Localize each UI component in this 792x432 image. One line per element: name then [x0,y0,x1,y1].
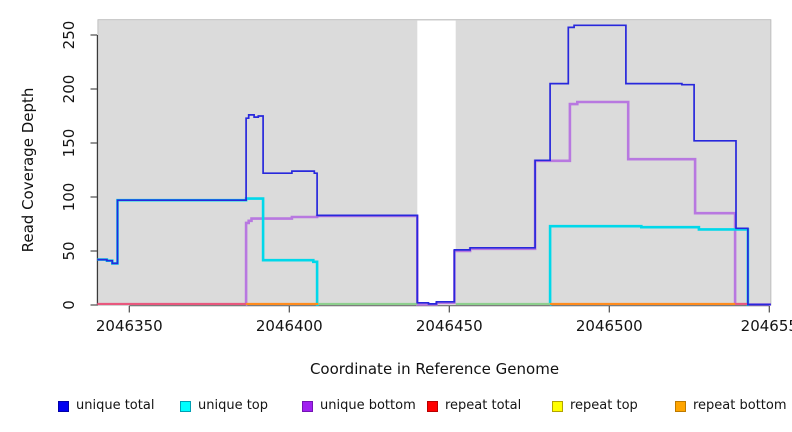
legend-swatch-icon [302,401,313,412]
legend-swatch-icon [58,401,69,412]
x-tick-label: 2046450 [415,317,483,335]
y-tick-label: 150 [60,128,78,158]
series-line-unique-total [97,24,771,306]
legend-swatch-icon [427,401,438,412]
legend-label: repeat bottom [693,398,787,413]
legend-label: repeat total [445,398,522,413]
y-tick-label: 50 [60,241,78,261]
x-axis-title: Coordinate in Reference Genome [309,360,560,378]
y-tick-label: 200 [60,74,78,104]
y-axis-title: Read Coverage Depth [19,87,37,253]
x-tick-label: 2046350 [95,317,163,335]
series-line-unique-bottom [244,100,737,306]
legend-label: repeat top [570,398,638,413]
legend-label: unique bottom [320,398,416,413]
legend-swatch-icon [180,401,191,412]
legend-label: unique top [198,398,269,413]
x-tick-label: 2046500 [575,317,643,335]
legend-swatch-icon [675,401,686,412]
legend-swatch-icon [552,401,563,412]
y-tick-label: 0 [60,300,78,310]
x-tick-label: 204655 [740,317,792,335]
x-tick-label: 2046400 [255,317,323,335]
y-tick-label: 100 [60,182,78,212]
legend-label: unique total [76,398,155,413]
masked-region [417,20,456,305]
y-tick-label: 250 [60,20,78,50]
